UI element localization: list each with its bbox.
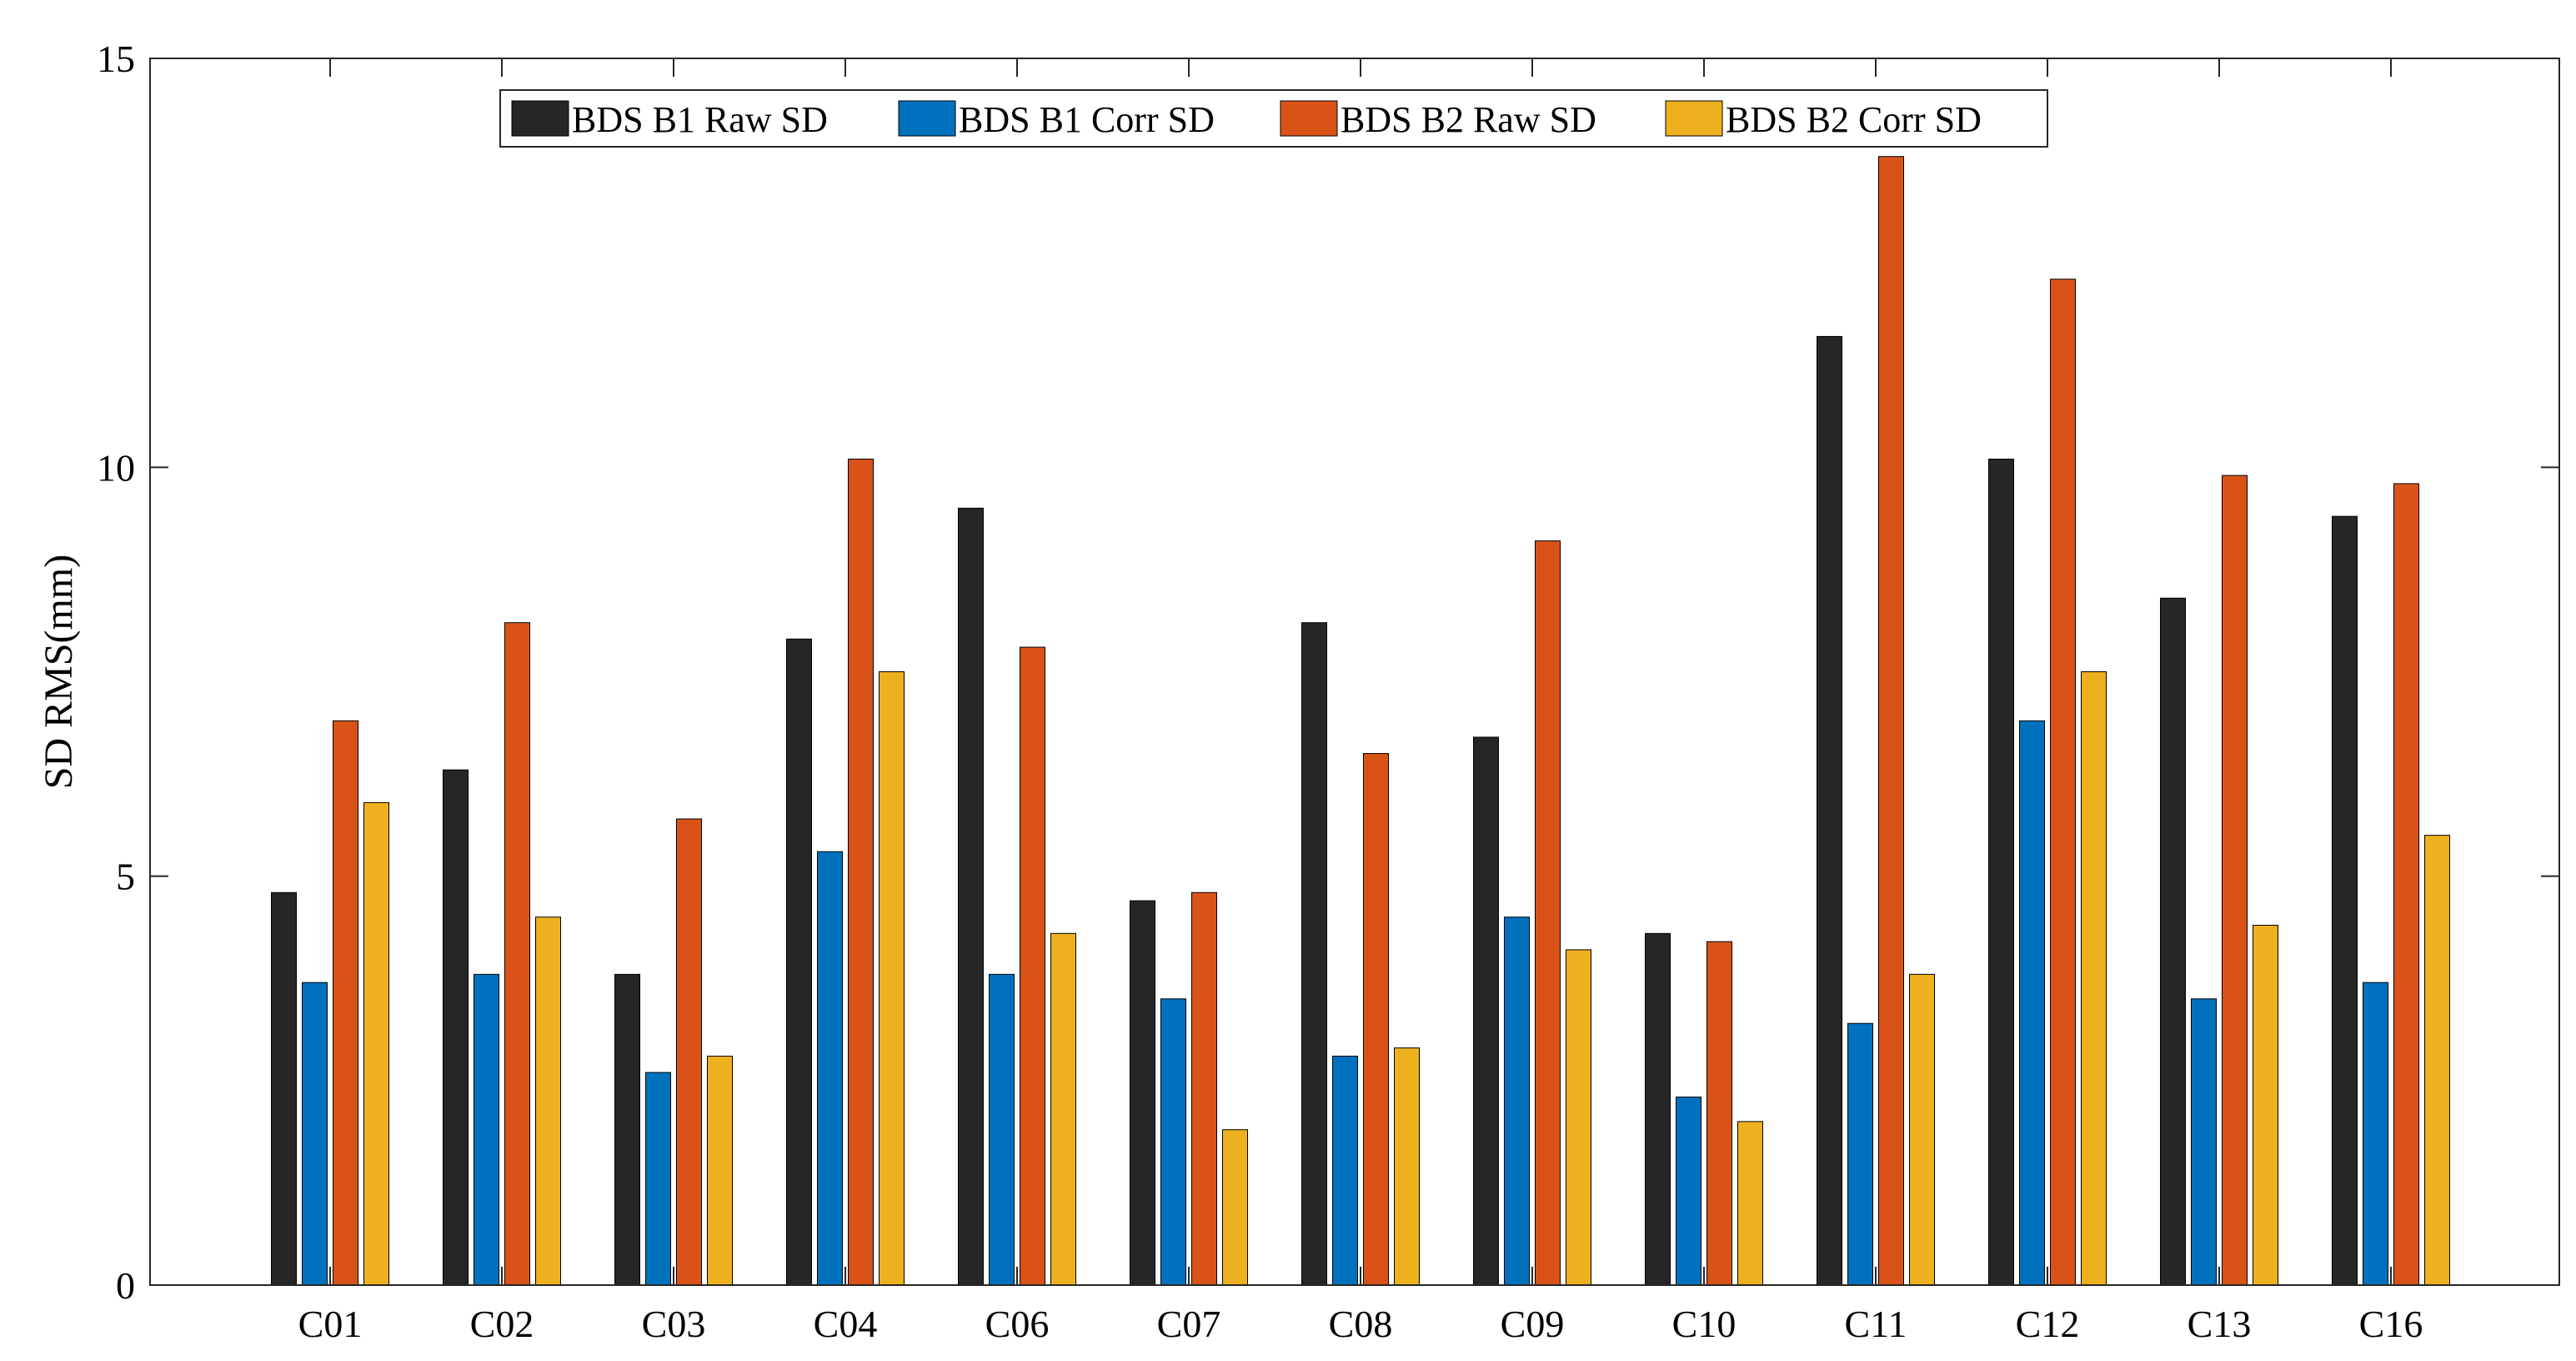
x-tick-label-C13: C13 xyxy=(2188,1303,2252,1345)
bar-C10-bds-b2-corr-sd xyxy=(1737,1121,1763,1286)
bar-C13-bds-b1-corr-sd xyxy=(2191,998,2217,1286)
x-tick-labels: C01 C02 C03 C04 C06 C07 C08 C09 C10 C11 C12 C13 C16 xyxy=(298,1303,2423,1345)
bar-C02-bds-b2-raw-sd xyxy=(504,622,530,1286)
legend-swatch-bds-b2-raw-sd xyxy=(1280,100,1338,137)
x-tick-label-C12: C12 xyxy=(2016,1303,2080,1345)
bar-C01-bds-b1-raw-sd xyxy=(271,891,297,1286)
bar-C09-bds-b2-raw-sd xyxy=(1535,540,1561,1286)
bar-C12-bds-b1-corr-sd xyxy=(2019,720,2045,1286)
legend-swatch-bds-b1-raw-sd xyxy=(511,100,569,137)
x-tick-label-C02: C02 xyxy=(470,1303,534,1345)
x-tick-label-C01: C01 xyxy=(298,1303,363,1345)
y-axis-label: SD RMS(mm) xyxy=(37,555,81,789)
legend: BDS B1 Raw SD BDS B1 Corr SD BDS B2 Raw SD… xyxy=(499,89,2048,148)
bar-C07-bds-b2-corr-sd xyxy=(1222,1129,1248,1286)
bar-C10-bds-b1-corr-sd xyxy=(1676,1096,1701,1286)
x-tick-label-C08: C08 xyxy=(1329,1303,1393,1345)
legend-frame xyxy=(499,89,2048,148)
y-tick-label-10: 10 xyxy=(97,446,135,489)
bars-layer xyxy=(271,156,2450,1286)
bar-C04-bds-b2-corr-sd xyxy=(879,671,905,1286)
bar-C16-bds-b1-raw-sd xyxy=(2332,515,2358,1286)
legend-swatch-bds-b1-corr-sd xyxy=(898,100,956,137)
y-tick-labels: 0 5 10 15 xyxy=(97,38,135,1307)
bar-C02-bds-b1-raw-sd xyxy=(443,769,469,1286)
bar-C11-bds-b2-corr-sd xyxy=(1909,973,1935,1286)
bar-C12-bds-b2-raw-sd xyxy=(2050,279,2076,1286)
x-tick-label-C04: C04 xyxy=(814,1303,878,1345)
bar-C10-bds-b1-raw-sd xyxy=(1645,932,1671,1286)
x-tick-label-C16: C16 xyxy=(2359,1303,2423,1345)
bar-C09-bds-b1-raw-sd xyxy=(1473,736,1499,1286)
bar-C03-bds-b1-raw-sd xyxy=(614,973,640,1286)
bar-C06-bds-b2-corr-sd xyxy=(1050,932,1076,1286)
bar-C06-bds-b2-raw-sd xyxy=(1020,646,1045,1286)
x-tick-label-C03: C03 xyxy=(642,1303,706,1345)
x-tick-label-C11: C11 xyxy=(1845,1303,1907,1345)
bar-C02-bds-b2-corr-sd xyxy=(535,917,561,1286)
legend-label-bds-b2-raw-sd: BDS B2 Raw SD xyxy=(1341,99,1596,140)
bar-C06-bds-b1-corr-sd xyxy=(989,973,1015,1286)
bar-C08-bds-b1-raw-sd xyxy=(1301,622,1327,1286)
bar-C03-bds-b1-corr-sd xyxy=(645,1072,671,1286)
bar-C13-bds-b1-raw-sd xyxy=(2160,597,2186,1286)
x-tick-label-C10: C10 xyxy=(1672,1303,1737,1345)
bar-C11-bds-b2-raw-sd xyxy=(1878,156,1904,1286)
x-tick-label-C07: C07 xyxy=(1157,1303,1221,1345)
bar-C04-bds-b1-raw-sd xyxy=(786,638,812,1286)
bar-C07-bds-b2-raw-sd xyxy=(1191,891,1217,1286)
bar-C07-bds-b1-corr-sd xyxy=(1160,998,1186,1286)
legend-label-bds-b2-corr-sd: BDS B2 Corr SD xyxy=(1726,99,1982,140)
axes-layer xyxy=(149,58,2560,1286)
bar-C11-bds-b1-raw-sd xyxy=(1817,335,1842,1286)
bar-C03-bds-b2-corr-sd xyxy=(707,1055,733,1286)
bar-C12-bds-b1-raw-sd xyxy=(1988,459,2014,1286)
bar-C01-bds-b2-raw-sd xyxy=(333,720,358,1286)
bar-C13-bds-b2-raw-sd xyxy=(2222,475,2248,1286)
bar-C16-bds-b2-raw-sd xyxy=(2393,483,2419,1286)
bar-C09-bds-b2-corr-sd xyxy=(1566,949,1591,1286)
bar-C13-bds-b2-corr-sd xyxy=(2253,925,2278,1286)
bar-C16-bds-b2-corr-sd xyxy=(2424,835,2450,1286)
plot-frame xyxy=(149,58,2560,1286)
bar-C07-bds-b1-raw-sd xyxy=(1130,900,1155,1286)
bar-C03-bds-b2-raw-sd xyxy=(676,818,702,1286)
legend-label-bds-b1-raw-sd: BDS B1 Raw SD xyxy=(572,99,828,140)
legend-label-bds-b1-corr-sd: BDS B1 Corr SD xyxy=(959,99,1215,140)
x-tick-label-C09: C09 xyxy=(1501,1303,1565,1345)
y-tick-label-0: 0 xyxy=(116,1264,135,1307)
bar-C08-bds-b2-corr-sd xyxy=(1394,1047,1420,1286)
bar-C09-bds-b1-corr-sd xyxy=(1504,917,1530,1286)
y-tick-label-15: 15 xyxy=(97,38,135,80)
x-tick-label-C06: C06 xyxy=(985,1303,1050,1345)
legend-swatch-bds-b2-corr-sd xyxy=(1665,100,1723,137)
bar-C16-bds-b1-corr-sd xyxy=(2363,982,2388,1286)
bar-C01-bds-b2-corr-sd xyxy=(363,801,389,1286)
bar-C10-bds-b2-raw-sd xyxy=(1706,941,1732,1286)
bar-C08-bds-b1-corr-sd xyxy=(1332,1055,1358,1286)
bar-C04-bds-b2-raw-sd xyxy=(848,459,874,1286)
bar-C11-bds-b1-corr-sd xyxy=(1847,1022,1873,1286)
bar-C01-bds-b1-corr-sd xyxy=(302,982,328,1286)
bar-C04-bds-b1-corr-sd xyxy=(817,851,843,1286)
bar-C08-bds-b2-raw-sd xyxy=(1363,753,1389,1286)
bar-C06-bds-b1-raw-sd xyxy=(958,507,984,1286)
bar-C12-bds-b2-corr-sd xyxy=(2081,671,2107,1286)
bar-C02-bds-b1-corr-sd xyxy=(474,973,499,1286)
y-tick-label-5: 5 xyxy=(116,856,135,898)
